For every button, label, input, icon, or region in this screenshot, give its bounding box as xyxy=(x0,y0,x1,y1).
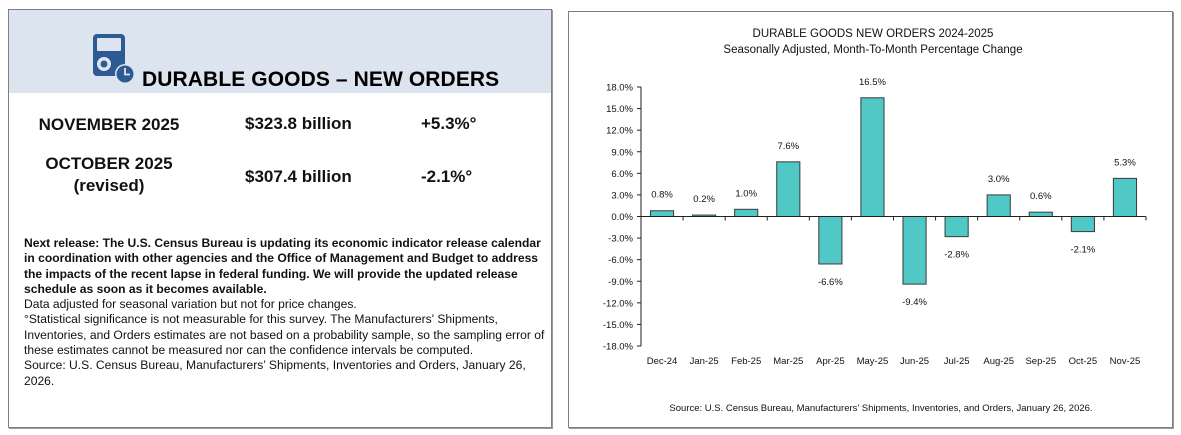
x-category-label: Jun-25 xyxy=(900,356,929,367)
durable-goods-clock-icon xyxy=(93,34,135,84)
bar-chart: DURABLE GOODS NEW ORDERS 2024-2025 Seaso… xyxy=(603,28,1147,414)
data-label: 0.2% xyxy=(693,194,715,205)
significance-note: °Statistical significance is not measura… xyxy=(24,312,545,358)
data-label: -9.4% xyxy=(902,297,927,308)
bars: 0.8% 0.2% 1.0% 7.6% -6.6% 16.5% -9.4% -2.8% 3.0%… xyxy=(649,77,1138,308)
summary-header: DURABLE GOODS – NEW ORDERS xyxy=(9,10,551,93)
data-label: 1.0% xyxy=(735,188,757,199)
x-axis: Dec-24 Jan-25 Feb-25 Mar-25 Apr-25 May-25 Jun-… xyxy=(641,216,1147,367)
bar-apr-25 xyxy=(818,216,843,265)
y-tick-label: 12.0% xyxy=(606,126,633,137)
chart-source: Source: U.S. Census Bureau, Manufacturer… xyxy=(669,403,1092,414)
source-note: Source: U.S. Census Bureau, Manufacturer… xyxy=(24,358,526,388)
y-tick-label: 15.0% xyxy=(606,104,633,115)
data-label: 7.6% xyxy=(777,141,799,152)
bar-sep-25 xyxy=(1028,211,1053,218)
x-category-label: Jan-25 xyxy=(690,356,719,367)
amount-value: $307.4 billion xyxy=(245,167,352,186)
adjustment-note: Data adjusted for seasonal variation but… xyxy=(24,297,357,312)
data-label: 0.6% xyxy=(1030,191,1052,202)
x-category-label: Aug-25 xyxy=(983,356,1014,367)
y-tick-label: -12.0% xyxy=(603,298,634,309)
y-tick-label: 6.0% xyxy=(611,169,633,180)
period-label-revised: (revised) xyxy=(73,176,145,195)
next-release-note: Next release: The U.S. Census Bureau is … xyxy=(24,236,541,296)
data-label: -2.1% xyxy=(1070,245,1095,256)
data-label: 3.0% xyxy=(988,174,1010,185)
y-tick-label: 18.0% xyxy=(606,83,633,94)
y-tick-label: 9.0% xyxy=(611,147,633,158)
x-category-label: Oct-25 xyxy=(1069,356,1098,367)
period-label: NOVEMBER 2025 xyxy=(38,115,180,134)
change-value: +5.3%° xyxy=(421,114,477,133)
y-tick-label: -15.0% xyxy=(603,320,634,331)
x-category-label: Nov-25 xyxy=(1110,356,1141,367)
y-tick-label: -18.0% xyxy=(603,342,634,353)
bar-feb-25 xyxy=(734,208,759,218)
amount-value: $323.8 billion xyxy=(245,114,352,133)
bar-may-25 xyxy=(860,97,885,217)
period-label-main: OCTOBER 2025 xyxy=(45,154,173,173)
bar-jul-25 xyxy=(944,216,969,238)
data-label: -6.6% xyxy=(818,277,843,288)
x-category-label: Sep-25 xyxy=(1025,356,1056,367)
bar-aug-25 xyxy=(986,194,1011,218)
summary-title: DURABLE GOODS – NEW ORDERS xyxy=(142,68,500,91)
x-category-label: May-25 xyxy=(857,356,889,367)
data-label: 16.5% xyxy=(859,77,886,88)
x-category-label: Mar-25 xyxy=(773,356,803,367)
data-label: 5.3% xyxy=(1114,157,1136,168)
release-notes: Next release: The U.S. Census Bureau is … xyxy=(24,236,549,389)
chart-title: DURABLE GOODS NEW ORDERS 2024-2025 xyxy=(753,28,994,40)
change-value: -2.1%° xyxy=(421,167,473,186)
y-tick-label: -6.0% xyxy=(608,255,633,266)
bar-jun-25 xyxy=(902,216,927,285)
x-category-label: Jul-25 xyxy=(944,356,970,367)
x-category-label: Feb-25 xyxy=(731,356,761,367)
bar-mar-25 xyxy=(776,161,801,217)
data-label: -2.8% xyxy=(944,250,969,261)
y-tick-label: -3.0% xyxy=(608,234,633,245)
chart-subtitle: Seasonally Adjusted, Month-To-Month Perc… xyxy=(723,44,1022,56)
data-label: 0.8% xyxy=(651,190,673,201)
chart-panel: DURABLE GOODS NEW ORDERS 2024-2025 Seaso… xyxy=(568,11,1173,428)
bar-dec-24 xyxy=(649,210,675,218)
summary-panel: DURABLE GOODS – NEW ORDERS NOVEMBER 2025… xyxy=(8,9,552,428)
y-tick-label: 3.0% xyxy=(611,190,633,201)
y-tick-label: -9.0% xyxy=(608,277,633,288)
y-axis: 18.0% 15.0% 12.0% 9.0% 6.0% 3.0% 0.0% -3.0% -6.0… xyxy=(603,83,642,353)
bar-oct-25 xyxy=(1070,216,1095,233)
bar-nov-25 xyxy=(1112,177,1138,217)
y-tick-label: 0.0% xyxy=(611,212,633,223)
x-category-label: Dec-24 xyxy=(647,356,678,367)
x-category-label: Apr-25 xyxy=(816,356,845,367)
period-label: OCTOBER 2025 (revised) xyxy=(9,153,209,197)
